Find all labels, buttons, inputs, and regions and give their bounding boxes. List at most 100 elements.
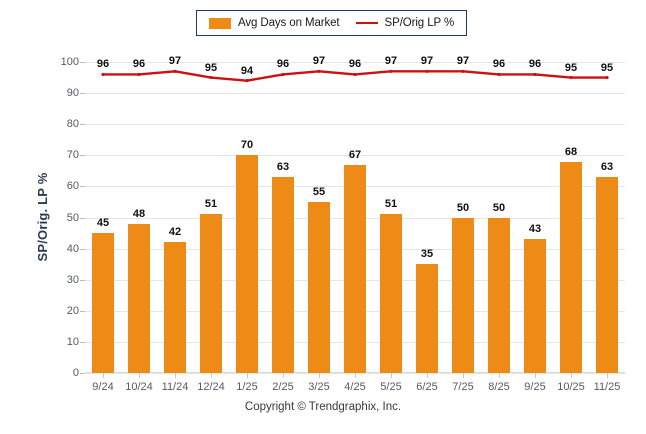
x-axis-tick-label: 10/24 (125, 381, 153, 393)
bar-9-25[interactable] (524, 239, 546, 373)
x-axis-tick-mark (355, 373, 356, 378)
bar-value-label: 51 (204, 198, 218, 211)
x-axis-tick-label: 6/25 (416, 381, 438, 393)
x-axis-tick-label: 10/25 (557, 381, 585, 393)
x-axis-tick-label: 9/24 (92, 381, 114, 393)
bar-value-label: 45 (96, 217, 110, 230)
line-point-marker[interactable] (281, 72, 285, 77)
y-axis-tick-mark (80, 62, 85, 63)
line-swatch-icon (355, 22, 378, 24)
bar-swatch-icon (209, 17, 231, 29)
line-point-marker[interactable] (209, 75, 213, 80)
line-point-marker[interactable] (425, 69, 429, 73)
y-axis-tick-label: 70 (66, 149, 79, 162)
bar-value-label: 55 (312, 185, 326, 198)
line-point-marker[interactable] (101, 72, 105, 77)
y-axis-tick-label: 100 (60, 56, 79, 68)
x-axis-tick-mark (175, 373, 176, 378)
bar-value-label: 68 (564, 145, 578, 158)
gridline (85, 62, 625, 63)
line-point-marker[interactable] (353, 72, 357, 77)
bar-10-24[interactable] (128, 223, 150, 373)
bar-value-label: 70 (240, 139, 254, 152)
bar-7-25[interactable] (452, 217, 474, 373)
y-axis-tick-label: 80 (66, 118, 79, 131)
line-point-marker[interactable] (137, 72, 141, 77)
x-axis-tick-mark (571, 373, 572, 378)
line-point-marker[interactable] (461, 69, 465, 73)
y-axis-tick-mark (80, 186, 85, 188)
x-axis-tick-mark (247, 373, 248, 378)
gridline (85, 124, 625, 126)
line-value-label: 96 (348, 58, 362, 71)
y-axis-tick-mark (80, 373, 85, 374)
y-axis-tick-mark (80, 310, 85, 312)
legend-label-sp-orig-lp-pct: SP/Orig LP % (384, 17, 455, 29)
bar-6-25[interactable] (416, 264, 438, 373)
x-axis-tick-mark (535, 373, 536, 378)
x-axis-tick-mark (607, 373, 608, 378)
line-value-label: 95 (204, 61, 218, 74)
bar-11-25[interactable] (596, 177, 618, 373)
bar-value-label: 50 (492, 201, 506, 214)
bar-value-label: 50 (456, 201, 470, 214)
y-axis-tick-label: 30 (66, 273, 79, 286)
bar-10-25[interactable] (560, 161, 582, 373)
x-axis-tick-mark (319, 373, 320, 378)
y-axis-tick-label: 60 (66, 180, 79, 193)
line-point-marker[interactable] (317, 69, 321, 73)
line-point-marker[interactable] (605, 75, 609, 80)
bar-4-25[interactable] (344, 164, 366, 373)
line-point-marker[interactable] (533, 72, 537, 77)
bar-5-25[interactable] (380, 214, 402, 373)
copyright-notice: Copyright © Trendgraphix, Inc. (244, 401, 402, 413)
line-value-label: 96 (528, 58, 542, 71)
x-axis-tick-label: 2/25 (272, 381, 294, 393)
bar-9-24[interactable] (92, 233, 114, 373)
y-axis-tick-mark (80, 217, 85, 219)
bar-value-label: 63 (276, 161, 290, 174)
legend-item-avg-days-on-market[interactable]: Avg Days on Market (209, 17, 340, 29)
bar-value-label: 35 (420, 248, 434, 261)
x-axis-tick-label: 11/25 (593, 381, 621, 393)
bar-1-25[interactable] (236, 155, 258, 373)
x-axis-tick-label: 11/24 (161, 381, 189, 393)
line-value-label: 97 (384, 55, 398, 68)
y-axis-tick-mark (80, 248, 85, 250)
bar-8-25[interactable] (488, 217, 510, 373)
bar-3-25[interactable] (308, 201, 330, 373)
line-point-marker[interactable] (497, 72, 501, 77)
bar-value-label: 42 (168, 226, 182, 239)
y-axis-tick-mark (80, 93, 85, 95)
chart-legend: Avg Days on Market SP/Orig LP % (196, 10, 468, 36)
x-axis-tick-label: 5/25 (380, 381, 402, 393)
bar-11-24[interactable] (164, 242, 186, 373)
x-axis-tick-label: 12/24 (197, 381, 225, 393)
x-axis-tick-mark (103, 373, 104, 378)
x-axis-tick-label: 4/25 (344, 381, 366, 393)
line-value-label: 97 (312, 55, 326, 68)
line-value-label: 97 (456, 55, 470, 68)
plot-area: 0 10 20 30 40 50 60 70 80 90 100 45 48 42 51 70 63 55 67 51… (61, 55, 625, 393)
x-axis-tick-label: 1/25 (236, 381, 258, 393)
y-axis-tick-mark (80, 155, 85, 157)
bar-12-24[interactable] (200, 214, 222, 373)
legend-label-avg-days-on-market: Avg Days on Market (238, 17, 340, 29)
bar-value-label: 67 (348, 148, 362, 161)
line-point-marker[interactable] (245, 79, 249, 83)
y-axis-tick-mark (80, 124, 85, 126)
line-point-marker[interactable] (569, 75, 573, 80)
bar-2-25[interactable] (272, 177, 294, 373)
x-axis-tick-mark (283, 373, 284, 378)
line-value-label: 96 (132, 58, 146, 71)
line-point-marker[interactable] (389, 69, 393, 73)
y-axis-tick-mark (80, 341, 85, 343)
x-axis-tick-mark (391, 373, 392, 378)
line-point-marker[interactable] (173, 69, 177, 73)
legend-item-sp-orig-lp-pct[interactable]: SP/Orig LP % (355, 17, 455, 29)
line-value-label: 95 (564, 61, 578, 74)
y-axis-tick-label: 0 (72, 367, 79, 379)
gridline (85, 155, 625, 157)
bar-value-label: 43 (528, 223, 542, 236)
